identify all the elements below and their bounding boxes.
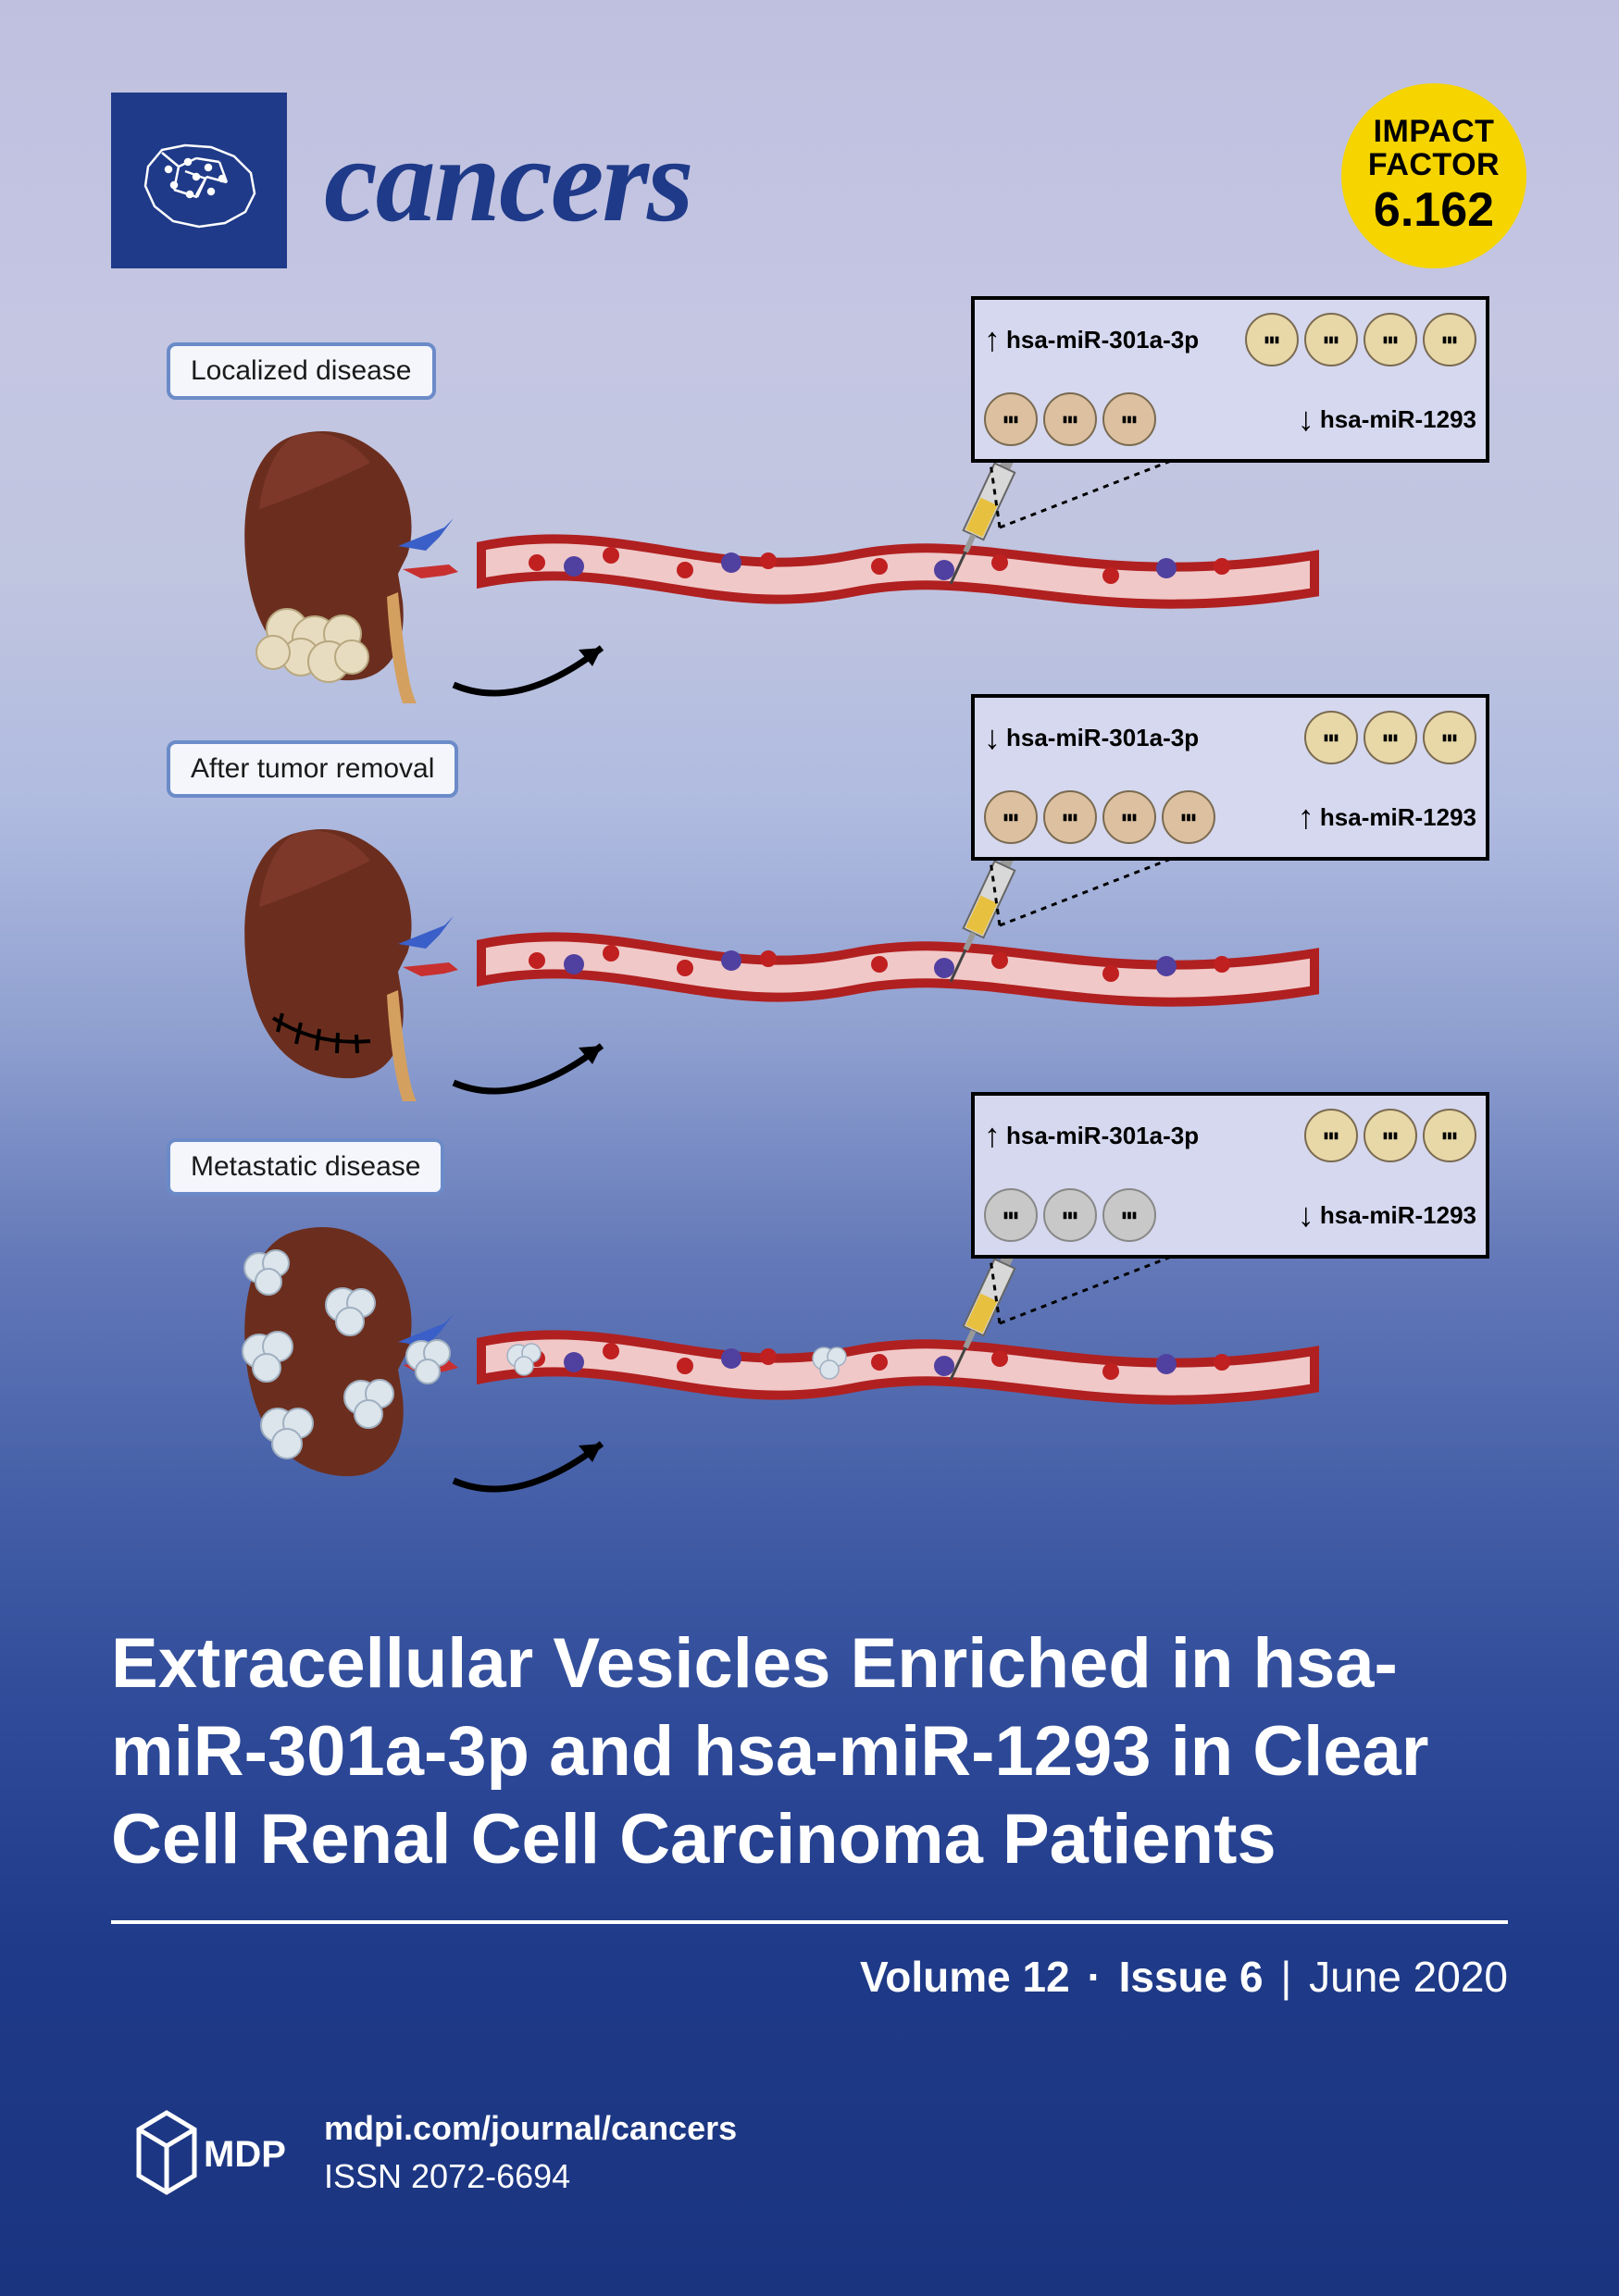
journal-name: cancers [324,111,692,250]
vesicle-icon: ▮▮▮ [1102,790,1156,844]
mir-up-label: hsa-miR-301a-3p [1006,724,1199,752]
vesicle-icon: ▮▮▮ [1423,1109,1476,1162]
footer: MDPI mdpi.com/journal/cancers ISSN 2072-… [111,2102,737,2203]
issue-date: June 2020 [1309,1953,1508,2001]
title-block: Extracellular Vesicles Enriched in hsa-m… [111,1620,1508,2002]
issue: Issue 6 [1119,1953,1264,2001]
header: cancers [111,93,1508,268]
vesicle-icon: ▮▮▮ [1102,392,1156,446]
biomarker-callout: ↓ hsa-miR-301a-3p ▮▮▮ ▮▮▮ ▮▮▮ ▮▮▮ ▮▮▮ ▮▮… [971,694,1489,861]
tumor-icon [256,609,368,682]
arrow-icon [444,620,629,713]
vesicle-icon: ▮▮▮ [1043,1188,1097,1242]
blood-vessel-icon [481,907,1314,1018]
blood-vessel-icon [481,509,1314,620]
stage-label: After tumor removal [167,740,458,798]
up-arrow-icon: ↑ [984,323,1001,356]
journal-logo-box [111,93,287,268]
vesicle-icon: ▮▮▮ [1043,392,1097,446]
footer-text: mdpi.com/journal/cancers ISSN 2072-6694 [324,2104,737,2201]
mir-up-label: hsa-miR-301a-3p [1006,1122,1199,1150]
biomarker-callout: ↑ hsa-miR-301a-3p ▮▮▮ ▮▮▮ ▮▮▮ ▮▮▮ ▮▮▮ ▮▮… [971,1092,1489,1259]
journal-url: mdpi.com/journal/cancers [324,2104,737,2153]
stage-localized: Localized disease [148,342,1508,722]
impact-label-2: FACTOR [1368,149,1500,182]
vesicle-icon: ▮▮▮ [984,1188,1038,1242]
blood-vessel-icon [481,1305,1314,1416]
vesicle-icon: ▮▮▮ [984,790,1038,844]
stage-label: Metastatic disease [167,1138,444,1196]
impact-factor-badge: IMPACT FACTOR 6.162 [1341,83,1526,268]
stage-label: Localized disease [167,342,436,400]
cells-icon [130,125,268,236]
mir-down-label: hsa-miR-1293 [1320,1201,1476,1230]
vesicle-icon: ▮▮▮ [1245,313,1299,366]
vesicle-icon: ▮▮▮ [1162,790,1215,844]
vesicle-icon: ▮▮▮ [1423,313,1476,366]
issue-line: Volume 12 · Issue 6 | June 2020 [111,1952,1508,2002]
vesicle-icon: ▮▮▮ [984,392,1038,446]
kidney-icon [222,416,481,703]
mdpi-text: MDPI [204,2134,287,2175]
mir-down-label: hsa-miR-1293 [1320,803,1476,832]
down-arrow-icon: ↓ [984,721,1001,754]
stage-metastatic: Metastatic disease [148,1138,1508,1518]
issn: ISSN 2072-6694 [324,2153,737,2201]
mir-up-label: hsa-miR-301a-3p [1006,326,1199,354]
vesicle-icon: ▮▮▮ [1364,1109,1417,1162]
vesicle-icon: ▮▮▮ [1364,711,1417,764]
arrow-icon [444,1416,629,1508]
arrow-icon [444,1018,629,1111]
up-arrow-icon: ↑ [984,1119,1001,1152]
biomarker-callout: ↑ hsa-miR-301a-3p ▮▮▮ ▮▮▮ ▮▮▮ ▮▮▮ ▮▮▮ ▮▮… [971,296,1489,463]
vesicle-icon: ▮▮▮ [1043,790,1097,844]
cover-diagram: Localized disease [148,342,1508,1545]
stage-postop: After tumor removal [148,740,1508,1120]
vesicle-icon: ▮▮▮ [1364,313,1417,366]
vesicle-icon: ▮▮▮ [1102,1188,1156,1242]
vesicle-icon: ▮▮▮ [1304,711,1358,764]
up-arrow-icon: ↑ [1298,800,1314,834]
kidney-icon [222,814,481,1101]
article-title: Extracellular Vesicles Enriched in hsa-m… [111,1620,1508,1924]
down-arrow-icon: ↓ [1298,1198,1314,1232]
vesicle-icon: ▮▮▮ [1304,1109,1358,1162]
impact-label-1: IMPACT [1374,116,1495,149]
impact-value: 6.162 [1374,185,1494,236]
mdpi-logo-icon: MDPI [111,2102,287,2203]
kidney-icon [222,1212,481,1499]
vesicle-icon: ▮▮▮ [1304,313,1358,366]
mir-down-label: hsa-miR-1293 [1320,405,1476,434]
volume: Volume 12 [860,1953,1070,2001]
vesicle-icon: ▮▮▮ [1423,711,1476,764]
down-arrow-icon: ↓ [1298,403,1314,436]
